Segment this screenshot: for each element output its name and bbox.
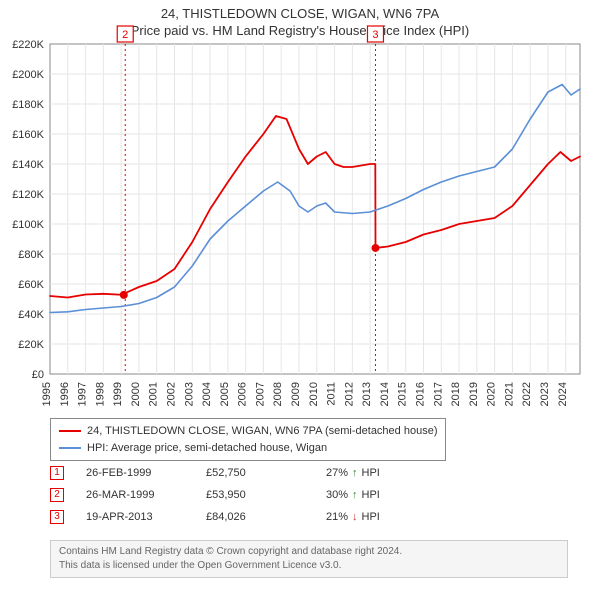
svg-text:1995: 1995 — [41, 382, 53, 406]
legend-item: HPI: Average price, semi-detached house,… — [59, 440, 437, 457]
svg-text:£20K: £20K — [18, 339, 44, 351]
svg-text:2021: 2021 — [503, 382, 515, 406]
arrow-icon: ↑ — [352, 467, 358, 479]
attribution-box: Contains HM Land Registry data © Crown c… — [50, 540, 568, 578]
svg-text:2002: 2002 — [165, 382, 177, 406]
svg-text:2023: 2023 — [539, 382, 551, 406]
svg-text:2018: 2018 — [450, 382, 462, 406]
svg-text:1998: 1998 — [94, 382, 106, 406]
svg-text:£100K: £100K — [12, 219, 44, 231]
event-pct-suffix: HPI — [362, 511, 380, 523]
event-price: £53,950 — [206, 489, 326, 501]
svg-text:1999: 1999 — [112, 382, 124, 406]
svg-text:2006: 2006 — [237, 382, 249, 406]
event-pct-value: 27% — [326, 467, 348, 479]
svg-text:2007: 2007 — [254, 382, 266, 406]
sale-event-row: 126-FEB-1999£52,75027% ↑ HPI — [50, 462, 380, 484]
svg-text:2008: 2008 — [272, 382, 284, 406]
svg-text:£220K: £220K — [12, 39, 44, 51]
svg-text:3: 3 — [372, 29, 378, 41]
svg-text:2015: 2015 — [397, 382, 409, 406]
event-pct-value: 21% — [326, 511, 348, 523]
svg-text:2016: 2016 — [414, 382, 426, 406]
event-marker-box: 1 — [50, 466, 64, 480]
svg-text:2005: 2005 — [219, 382, 231, 406]
svg-text:2003: 2003 — [183, 382, 195, 406]
svg-text:£200K: £200K — [12, 69, 44, 81]
chart-area: £0 £20K £40K £60K £80K £100K £120K £140K £160K £1… — [0, 0, 600, 414]
event-pct: 27% ↑ HPI — [326, 467, 380, 479]
event-date: 26-FEB-1999 — [64, 467, 206, 479]
legend-swatch — [59, 447, 81, 449]
legend-label: 24, THISTLEDOWN CLOSE, WIGAN, WN6 7PA (s… — [87, 423, 437, 440]
event-price: £84,026 — [206, 511, 326, 523]
event-pct-suffix: HPI — [362, 467, 380, 479]
svg-text:2001: 2001 — [148, 382, 160, 406]
svg-text:2009: 2009 — [290, 382, 302, 406]
svg-text:£140K: £140K — [12, 159, 44, 171]
chart-legend: 24, THISTLEDOWN CLOSE, WIGAN, WN6 7PA (s… — [50, 418, 446, 461]
svg-text:2011: 2011 — [326, 382, 338, 406]
event-pct: 21% ↓ HPI — [326, 511, 380, 523]
event-marker-box: 3 — [50, 510, 64, 524]
svg-text:2022: 2022 — [521, 382, 533, 406]
svg-text:2012: 2012 — [343, 382, 355, 406]
svg-text:£40K: £40K — [18, 309, 44, 321]
event-date: 26-MAR-1999 — [64, 489, 206, 501]
svg-text:£0: £0 — [32, 369, 44, 381]
svg-text:2017: 2017 — [432, 382, 444, 406]
svg-text:2024: 2024 — [557, 382, 569, 406]
svg-text:2010: 2010 — [308, 382, 320, 406]
legend-label: HPI: Average price, semi-detached house,… — [87, 440, 327, 457]
sale-event-row: 319-APR-2013£84,02621% ↓ HPI — [50, 506, 380, 528]
svg-text:2000: 2000 — [130, 382, 142, 406]
event-pct-value: 30% — [326, 489, 348, 501]
arrow-icon: ↓ — [352, 511, 358, 523]
event-date: 19-APR-2013 — [64, 511, 206, 523]
event-pct-suffix: HPI — [362, 489, 380, 501]
svg-text:£160K: £160K — [12, 129, 44, 141]
svg-text:1996: 1996 — [59, 382, 71, 406]
svg-text:£60K: £60K — [18, 279, 44, 291]
legend-swatch — [59, 430, 81, 432]
event-pct: 30% ↑ HPI — [326, 489, 380, 501]
svg-text:2013: 2013 — [361, 382, 373, 406]
svg-text:2004: 2004 — [201, 382, 213, 406]
svg-text:£120K: £120K — [12, 189, 44, 201]
svg-text:£180K: £180K — [12, 99, 44, 111]
svg-text:2014: 2014 — [379, 382, 391, 406]
attribution-line2: This data is licensed under the Open Gov… — [59, 559, 559, 573]
svg-text:2: 2 — [122, 29, 128, 41]
sale-event-row: 226-MAR-1999£53,95030% ↑ HPI — [50, 484, 380, 506]
arrow-icon: ↑ — [352, 489, 358, 501]
event-price: £52,750 — [206, 467, 326, 479]
sale-events-list: 126-FEB-1999£52,75027%↑HPI226-MAR-1999£5… — [50, 462, 380, 528]
svg-text:2019: 2019 — [468, 382, 480, 406]
attribution-line1: Contains HM Land Registry data © Crown c… — [59, 545, 559, 559]
svg-text:2020: 2020 — [486, 382, 498, 406]
svg-text:£80K: £80K — [18, 249, 44, 261]
svg-text:1997: 1997 — [77, 382, 89, 406]
event-marker-box: 2 — [50, 488, 64, 502]
legend-item: 24, THISTLEDOWN CLOSE, WIGAN, WN6 7PA (s… — [59, 423, 437, 440]
